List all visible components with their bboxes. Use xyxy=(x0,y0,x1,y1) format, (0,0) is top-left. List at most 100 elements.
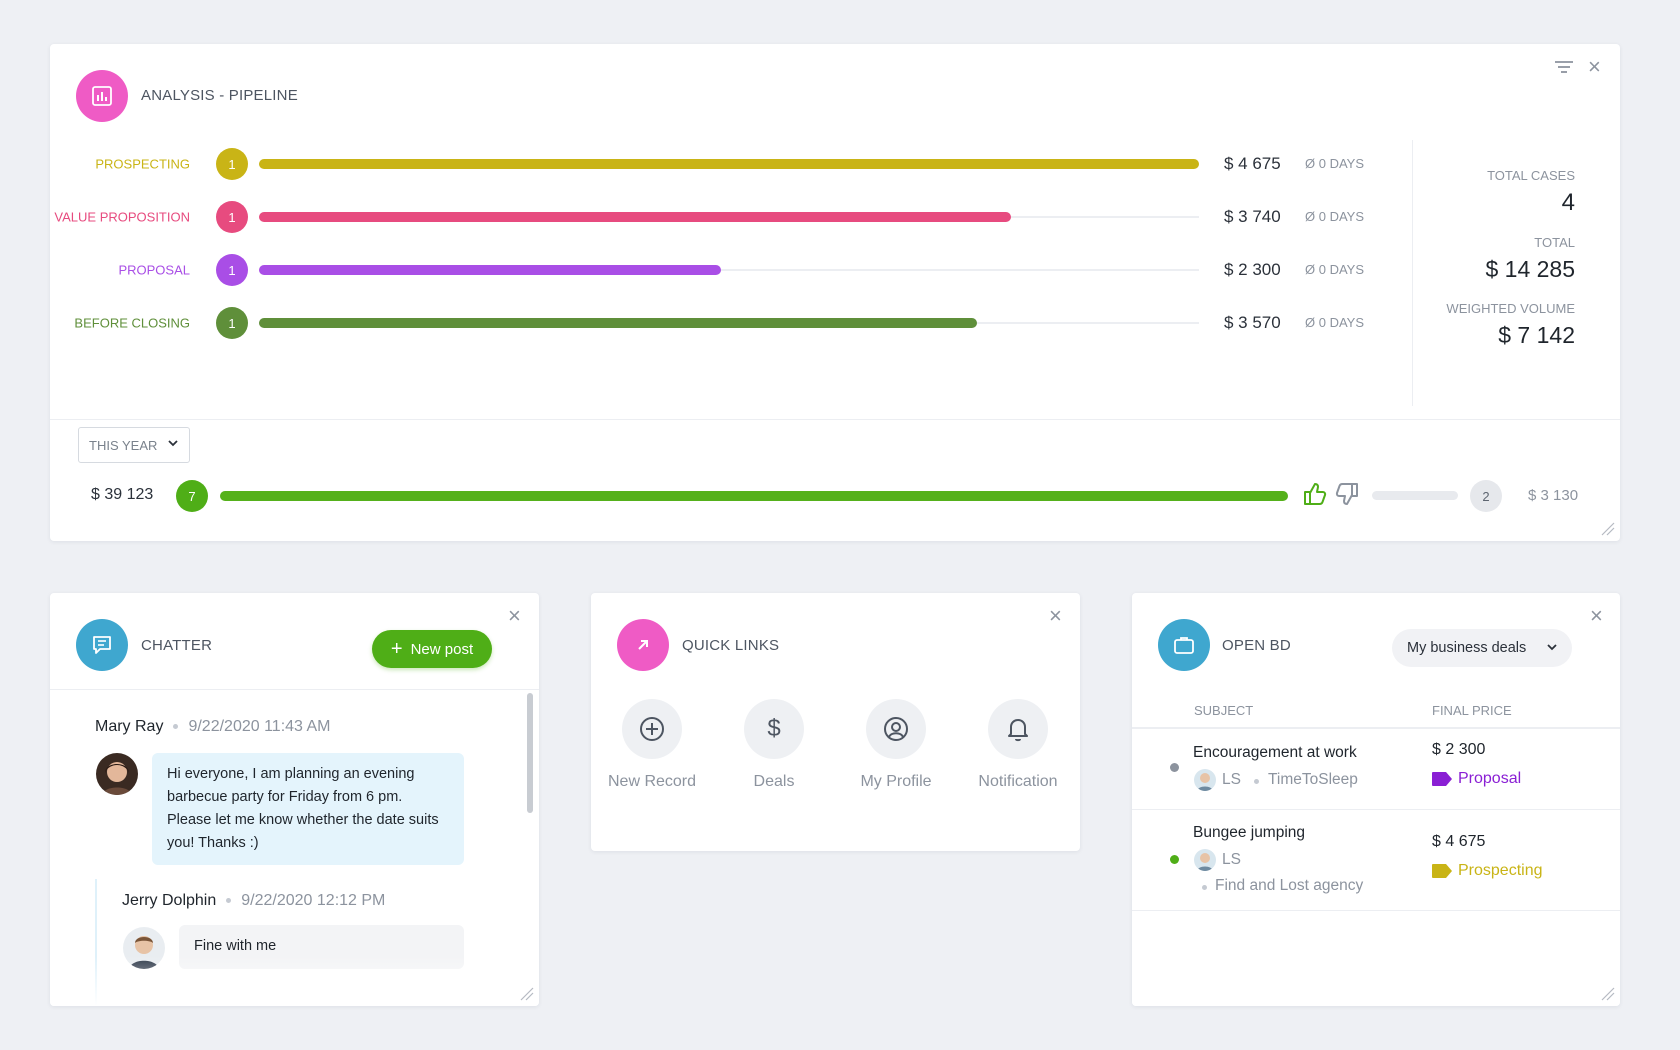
card-title: QUICK LINKS xyxy=(682,637,780,654)
analysis-pipeline-card: ANALYSIS - PIPELINE × PROSPECTING 1 $ 4 67… xyxy=(50,44,1620,541)
plus-circle-icon xyxy=(622,699,682,759)
close-icon[interactable]: × xyxy=(1049,603,1062,628)
won-progress-track xyxy=(220,491,1288,501)
stage-count-badge: 1 xyxy=(216,254,248,286)
stage-label: PROSPECTING xyxy=(95,156,190,172)
period-select[interactable]: THIS YEAR xyxy=(78,427,190,463)
resize-handle[interactable] xyxy=(517,984,535,1002)
message-author[interactable]: Mary Ray xyxy=(95,718,164,735)
lost-progress-track xyxy=(1372,491,1458,500)
stage-average-days: Ø 0 DAYS xyxy=(1305,262,1365,277)
plus-icon: + xyxy=(390,638,403,660)
divider xyxy=(1132,910,1620,911)
close-icon[interactable]: × xyxy=(1588,54,1601,79)
thumbs-up-icon[interactable] xyxy=(1302,481,1328,512)
pipeline-stage-row[interactable]: PROSPECTING 1 $ 4 675 Ø 0 DAYS xyxy=(50,144,1380,184)
pipeline-stage-row[interactable]: VALUE PROPOSITION 1 $ 3 740 Ø 0 DAYS xyxy=(50,197,1380,237)
card-title: CHATTER xyxy=(141,637,213,654)
avatar xyxy=(1194,849,1216,871)
stage-label: Prospecting xyxy=(1458,862,1543,879)
deal-subject[interactable]: Encouragement at work xyxy=(1193,744,1357,761)
stage-tag: Proposal xyxy=(1432,770,1521,788)
stage-progress-track xyxy=(259,212,1199,222)
stage-average-days: Ø 0 DAYS xyxy=(1305,156,1365,171)
total-cases-label: TOTAL CASES xyxy=(1487,168,1575,183)
pipeline-stage-row[interactable]: PROPOSAL 1 $ 2 300 Ø 0 DAYS xyxy=(50,250,1380,290)
user-circle-icon xyxy=(866,699,926,759)
pipeline-summary: TOTAL CASES 4 TOTAL $ 14 285 WEIGHTED VO… xyxy=(1375,168,1575,367)
column-header-final-price[interactable]: FINAL PRICE xyxy=(1432,703,1512,718)
weighted-volume-value: $ 7 142 xyxy=(1498,322,1575,348)
bell-icon xyxy=(988,699,1048,759)
quick-link-my-profile[interactable]: My Profile xyxy=(835,699,957,791)
divider xyxy=(1132,727,1620,729)
avatar xyxy=(1194,769,1216,791)
divider xyxy=(50,419,1620,420)
stage-progress-track xyxy=(259,318,1199,328)
divider xyxy=(1412,140,1413,406)
resize-handle[interactable] xyxy=(1598,984,1616,1002)
status-dot xyxy=(1170,855,1179,864)
chart-icon xyxy=(76,70,128,122)
close-icon[interactable]: × xyxy=(508,603,521,628)
pipeline-stage-row[interactable]: BEFORE CLOSING 1 $ 3 570 Ø 0 DAYS xyxy=(50,303,1380,343)
chat-icon xyxy=(76,619,128,671)
deals-filter-value: My business deals xyxy=(1407,640,1527,656)
stage-progress-track xyxy=(259,265,1199,275)
stage-progress-fill xyxy=(259,265,721,275)
briefcase-icon xyxy=(1158,619,1210,671)
quick-links-card: QUICK LINKS × New Record $ Deals My Prof… xyxy=(591,593,1080,851)
stage-tag: Prospecting xyxy=(1432,862,1543,880)
stage-progress-track xyxy=(259,159,1199,169)
stage-amount: $ 3 570 xyxy=(1224,313,1281,332)
message-header: Mary Ray 9/22/2020 11:43 AM xyxy=(95,718,331,736)
thumbs-down-icon[interactable] xyxy=(1334,481,1360,512)
message-author[interactable]: Jerry Dolphin xyxy=(122,892,217,909)
stage-count-badge: 1 xyxy=(216,307,248,339)
stage-count-badge: 1 xyxy=(216,148,248,180)
scrollbar[interactable] xyxy=(527,693,533,813)
stage-label: VALUE PROPOSITION xyxy=(54,209,190,225)
resize-handle[interactable] xyxy=(1598,519,1616,537)
filter-icon[interactable] xyxy=(1554,59,1574,80)
stage-average-days: Ø 0 DAYS xyxy=(1305,315,1365,330)
deal-company[interactable]: TimeToSleep xyxy=(1268,771,1358,788)
quick-link-label: Notification xyxy=(978,773,1058,790)
lost-amount: $ 3 130 xyxy=(1528,487,1579,504)
message-time: 9/22/2020 12:12 PM xyxy=(241,892,386,909)
deal-company[interactable]: Find and Lost agency xyxy=(1215,877,1364,894)
stage-progress-fill xyxy=(259,212,1011,222)
deal-owner: LS xyxy=(1222,851,1241,868)
status-dot xyxy=(1170,763,1179,772)
won-amount: $ 39 123 xyxy=(91,486,154,503)
quick-link-label: Deals xyxy=(753,773,795,790)
message-time: 9/22/2020 11:43 AM xyxy=(188,718,331,735)
divider xyxy=(50,689,539,690)
lost-count-badge: 2 xyxy=(1470,480,1502,512)
quick-link-notification[interactable]: Notification xyxy=(957,699,1079,791)
deal-price: $ 4 675 xyxy=(1432,833,1486,850)
deal-subject[interactable]: Bungee jumping xyxy=(1193,824,1306,841)
quick-link-new-record[interactable]: New Record xyxy=(591,699,713,791)
quick-link-deals[interactable]: $ Deals xyxy=(713,699,835,791)
stage-label: BEFORE CLOSING xyxy=(74,315,190,331)
open-bd-card: OPEN BD × My business deals SUBJECT FINA… xyxy=(1132,593,1620,1006)
stage-amount: $ 4 675 xyxy=(1224,154,1281,173)
close-icon[interactable]: × xyxy=(1590,603,1603,628)
chevron-down-icon xyxy=(167,437,179,452)
stage-amount: $ 3 740 xyxy=(1224,207,1281,226)
period-select-value: THIS YEAR xyxy=(89,437,158,453)
deals-filter-select[interactable]: My business deals xyxy=(1392,629,1572,667)
chatter-card: CHATTER × + New post Mary Ray 9/22/2020 1… xyxy=(50,593,539,1006)
card-title: OPEN BD xyxy=(1222,637,1291,654)
quick-link-label: New Record xyxy=(607,773,697,790)
new-post-button[interactable]: + New post xyxy=(372,630,492,668)
stage-amount: $ 2 300 xyxy=(1224,260,1281,279)
new-post-label: New post xyxy=(410,640,474,658)
avatar[interactable] xyxy=(96,753,138,795)
card-title: ANALYSIS - PIPELINE xyxy=(141,87,298,104)
column-header-subject[interactable]: SUBJECT xyxy=(1194,703,1254,718)
stage-average-days: Ø 0 DAYS xyxy=(1305,209,1365,224)
won-count-badge: 7 xyxy=(176,480,208,512)
deal-price: $ 2 300 xyxy=(1432,741,1486,758)
